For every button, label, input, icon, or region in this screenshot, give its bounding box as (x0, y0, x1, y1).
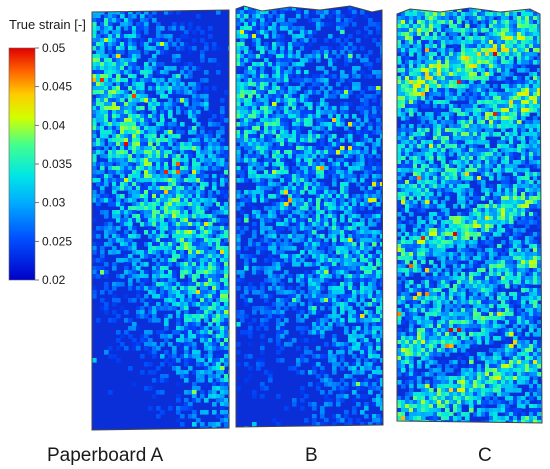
colorbar-tick-label: 0.05 (42, 41, 66, 55)
colorbar-tick-label: 0.025 (42, 234, 72, 248)
colorbar-scale (8, 47, 36, 281)
panel-c (396, 7, 543, 424)
colorbar-tick-label: 0.035 (42, 157, 72, 171)
panel-b-label: B (305, 445, 318, 466)
colorbar: True strain [-] 0.050.0450.040.0350.030.… (8, 17, 86, 287)
panel-b-strain-field (236, 6, 383, 427)
panel-c-strain-field (397, 8, 542, 423)
colorbar-label: True strain [-] (9, 17, 86, 32)
panel-b (235, 5, 384, 428)
panel-a-label: Paperboard A (47, 445, 164, 466)
colorbar-tick-label: 0.045 (42, 80, 72, 94)
panel-a (91, 9, 230, 431)
colorbar-tick-label: 0.03 (42, 196, 66, 210)
colorbar-tick-label: 0.04 (42, 118, 66, 132)
panel-c-label: C (478, 445, 492, 466)
colorbar-ticks: 0.05 0.045 0.04 0.035 0.03 0.025 0.02 (35, 41, 72, 287)
colorbar-tick-label: 0.02 (42, 273, 66, 287)
panel-a-strain-field (92, 10, 229, 430)
